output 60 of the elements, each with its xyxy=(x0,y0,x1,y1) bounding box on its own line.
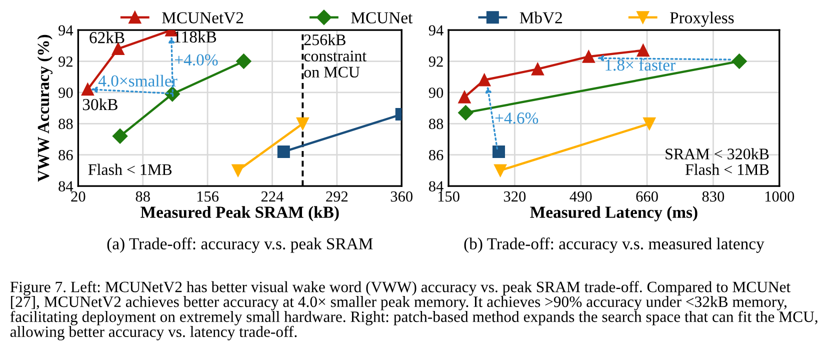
annotation: Flash < 1MB xyxy=(88,164,172,176)
y-tick-label: 90 xyxy=(428,88,444,98)
annotation: 30kB xyxy=(82,98,118,110)
x-tick-label: 224 xyxy=(261,191,284,202)
x-tick-label: 1000 xyxy=(765,191,794,202)
point xyxy=(582,50,595,63)
point xyxy=(636,44,650,57)
point xyxy=(112,42,124,56)
legend-label: MCUNet xyxy=(351,12,413,24)
x-tick-label: 88 xyxy=(136,191,150,202)
ref-line-label: 256kB constraint on MCU xyxy=(304,34,367,78)
y-tick-label: 88 xyxy=(58,118,73,130)
y-tick-label: 86 xyxy=(428,150,444,160)
point xyxy=(81,83,94,96)
legend-label: MbV2 xyxy=(520,12,562,24)
annotation: 4.0×smaller xyxy=(98,74,178,87)
y-tick-label: 94 xyxy=(428,25,444,36)
text: (a) Trade-off: accuracy v.s. peak SRAM xyxy=(107,238,373,253)
x-tick-label: 360 xyxy=(390,191,412,202)
annotation: 1.8× faster xyxy=(606,58,676,71)
legend-label: MCUNetV2 xyxy=(162,12,244,24)
point xyxy=(112,128,128,144)
point xyxy=(492,145,505,158)
x-tick-label: 660 xyxy=(636,191,658,202)
point xyxy=(232,164,244,177)
x-tick-label: 490 xyxy=(570,191,592,202)
annotation: 118kB xyxy=(174,30,216,43)
point xyxy=(643,117,656,130)
y-tick-label: 84 xyxy=(58,181,74,192)
x-axis-title: Measured Peak SRAM (kB) xyxy=(140,206,339,222)
y-tick-label: 86 xyxy=(58,150,73,160)
y-tick-label: 90 xyxy=(58,88,73,98)
x-tick-label: 292 xyxy=(326,191,348,202)
x-tick-label: 156 xyxy=(197,191,219,202)
y-axis-title: VWW Accuracy (%) xyxy=(37,34,52,182)
legend-label: Proxyless xyxy=(670,12,734,27)
point xyxy=(458,105,474,120)
point xyxy=(296,117,309,130)
x-tick-label: 320 xyxy=(504,191,526,202)
x-tick-label: 20 xyxy=(71,191,86,202)
annotation: SRAM < 320kB Flash < 1MB xyxy=(666,148,769,176)
point xyxy=(458,90,471,104)
y-tick-label: 84 xyxy=(428,181,444,192)
annotation: 62kB xyxy=(90,32,124,44)
x-axis-title: Measured Latency (ms) xyxy=(530,206,698,222)
point xyxy=(236,54,252,69)
text: (b) Trade-off: accuracy v.s. measured latency xyxy=(464,238,764,253)
point xyxy=(732,54,747,69)
point xyxy=(478,74,491,86)
y-tick-label: 92 xyxy=(58,56,72,67)
caption: Figure 7. Left: MCUNetV2 has better visual wake word (VWW) accuracy vs. peak SRAM trade-off. Compared to MCUNet [27], MCUNetV2 achieves better accuracy at 4.0× smaller peak memory. It achieves >90% accuracy under <32kB memory, facilitating deployment on extremely small hardware. Right: patch-based method expands the search space that can fit the MCU, allowing better accuracy vs. latency trade-off. xyxy=(10,281,818,340)
x-tick-label: 830 xyxy=(702,191,724,202)
y-tick-label: 92 xyxy=(428,56,443,67)
annotation: +4.0% xyxy=(175,54,218,66)
y-tick-label: 94 xyxy=(58,25,74,36)
point xyxy=(531,62,544,76)
annotation: +4.6% xyxy=(495,112,538,124)
y-tick-label: 88 xyxy=(428,118,444,130)
x-tick-label: 150 xyxy=(438,191,460,202)
point xyxy=(494,164,507,177)
